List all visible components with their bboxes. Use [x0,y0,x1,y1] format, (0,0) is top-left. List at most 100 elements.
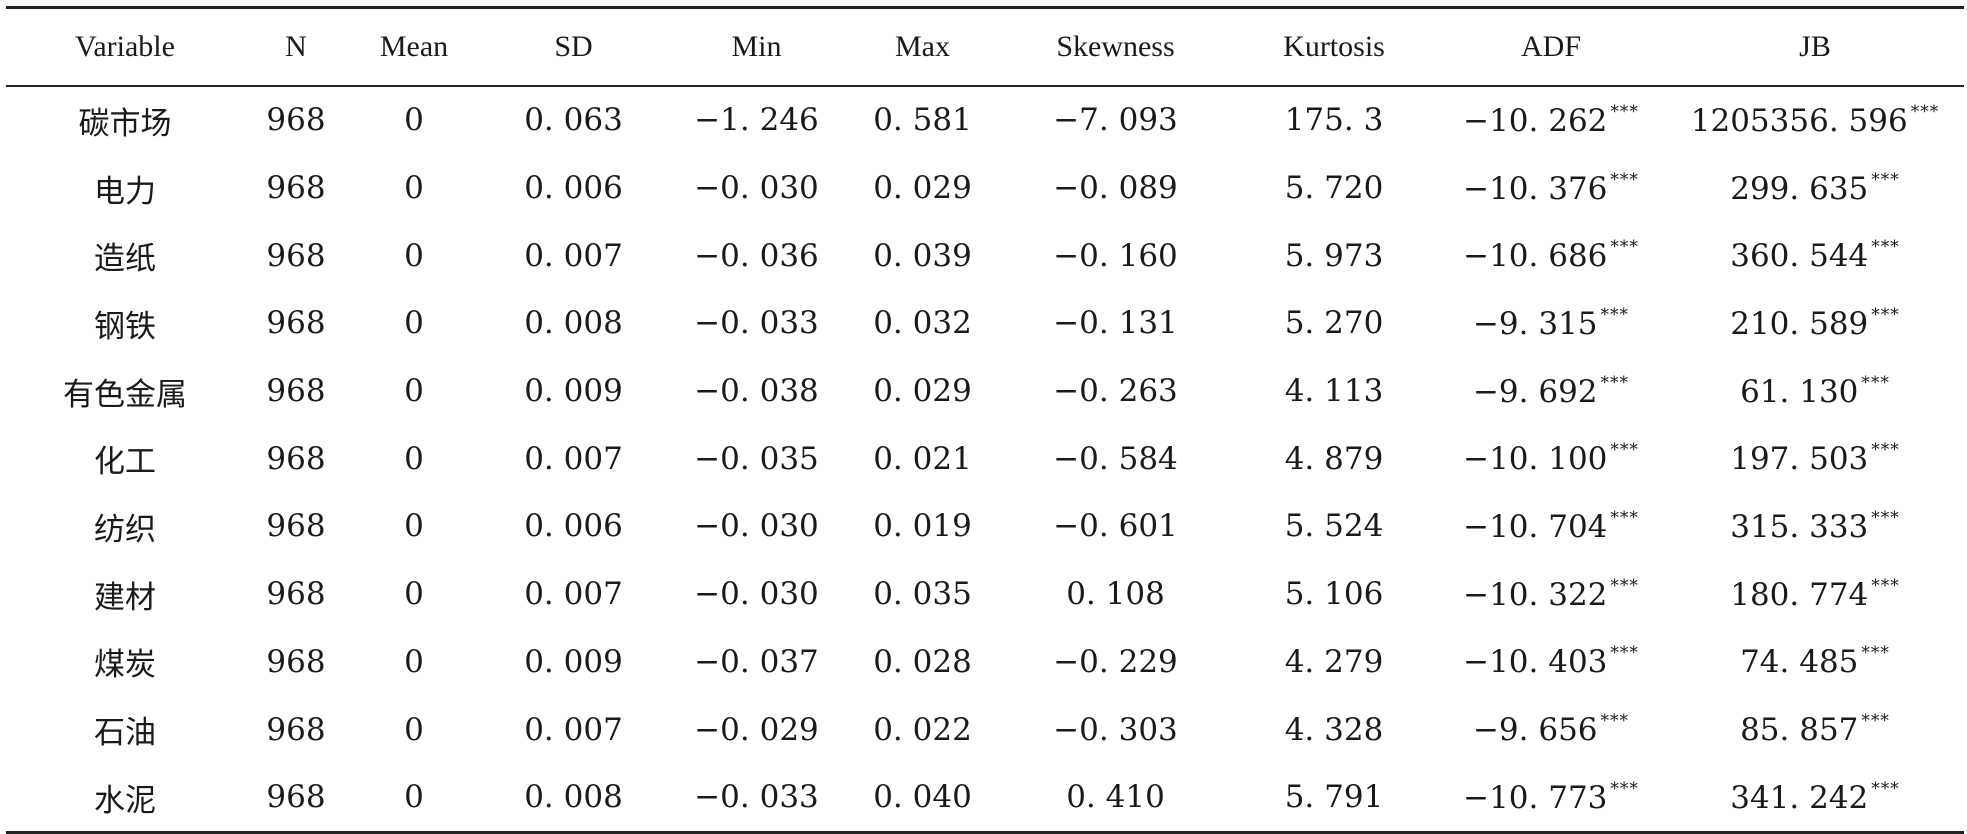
cell-value: 0 [404,643,424,680]
cell-n: 968 [244,712,348,748]
cell-mean: 0 [348,238,480,274]
cell-max: 0. 040 [846,779,999,815]
cell-value: 0. 007 [524,237,623,274]
significance-mark: *** [1610,440,1639,461]
cell-value: 4. 113 [1284,373,1384,410]
cell-sd: 0. 009 [480,644,667,680]
cell-variable: 煤炭 [6,639,244,684]
cell-mean: 0 [348,373,480,409]
cell-value: 钢铁 [94,308,156,345]
cell-value: 0. 039 [873,237,972,274]
cell-value: 5. 973 [1284,237,1384,274]
cell-value: −0. 038 [694,373,819,410]
significance-mark: *** [1610,507,1639,528]
cell-value: 0. 029 [873,170,972,207]
cell-value: 化工 [94,444,156,481]
table-header-rule [6,85,1964,87]
cell-value: −10. 773 [1463,779,1608,816]
cell-max: 0. 039 [846,238,999,274]
significance-mark: *** [1871,169,1900,190]
cell-skewness: 0. 108 [999,576,1232,612]
cell-kurtosis: 5. 973 [1232,238,1436,274]
cell-adf: −9. 315 *** [1436,305,1666,342]
cell-variable: 碳市场 [6,98,244,143]
cell-kurtosis: 5. 720 [1232,170,1436,206]
cell-sd: 0. 006 [480,170,667,206]
cell-skewness: −0. 131 [999,305,1232,341]
cell-value: 0. 028 [873,643,972,680]
cell-adf: −9. 656 *** [1436,711,1666,748]
significance-mark: *** [1871,237,1900,258]
cell-value: 5. 270 [1284,305,1384,342]
cell-value: −0. 030 [694,508,819,545]
cell-min: −0. 030 [667,170,846,206]
cell-value: −7. 093 [1053,102,1178,139]
cell-sd: 0. 007 [480,441,667,477]
cell-variable: 造纸 [6,233,244,278]
cell-value: 85. 857 [1740,712,1859,749]
cell-value: 0. 063 [524,102,623,139]
cell-value: −9. 692 [1472,373,1598,410]
cell-value: 0 [404,237,424,274]
table-row: 煤炭 968 0 0. 009 −0. 037 0. 028 −0. 229 4. 279 −1… [6,628,1964,696]
cell-value: 299. 635 [1730,170,1869,207]
cell-kurtosis: 4. 113 [1232,373,1436,409]
cell-kurtosis: 5. 791 [1232,779,1436,815]
cell-adf: −10. 322 *** [1436,576,1666,613]
cell-value: −0. 160 [1053,237,1178,274]
cell-variable: 电力 [6,166,244,211]
cell-value: 0. 019 [873,508,972,545]
cell-jb: 74. 485 *** [1666,643,1964,680]
significance-mark: *** [1861,711,1890,732]
cell-mean: 0 [348,170,480,206]
cell-kurtosis: 5. 106 [1232,576,1436,612]
cell-value: 968 [266,711,326,748]
table-row: 造纸 968 0 0. 007 −0. 036 0. 039 −0. 160 5. 973 −1… [6,222,1964,290]
cell-n: 968 [244,576,348,612]
cell-value: 0. 009 [524,643,623,680]
cell-min: −0. 037 [667,644,846,680]
cell-value: 0 [404,711,424,748]
cell-skewness: −0. 263 [999,373,1232,409]
significance-mark: *** [1871,778,1900,799]
cell-variable: 化工 [6,436,244,481]
column-header-jb: JB [1799,30,1831,63]
cell-skewness: −0. 303 [999,712,1232,748]
cell-value: 968 [266,170,326,207]
cell-value: 0. 021 [873,440,972,477]
cell-value: −0. 030 [694,576,819,613]
significance-mark: *** [1600,711,1630,732]
cell-jb: 85. 857 *** [1666,711,1964,748]
cell-value: 175. 3 [1284,102,1384,139]
cell-skewness: −0. 584 [999,441,1232,477]
cell-jb: 341. 242 *** [1666,779,1964,816]
cell-value: 360. 544 [1730,238,1869,275]
cell-variable: 水泥 [6,775,244,820]
significance-mark: *** [1600,372,1630,393]
cell-jb: 210. 589 *** [1666,305,1964,342]
cell-value: 5. 106 [1284,576,1384,613]
cell-value: −10. 262 [1463,102,1608,139]
significance-mark: *** [1861,643,1890,664]
cell-value: −10. 100 [1463,441,1608,478]
cell-value: 造纸 [94,241,156,278]
cell-n: 968 [244,441,348,477]
cell-n: 968 [244,238,348,274]
cell-value: −0. 033 [694,779,819,816]
cell-value: 0 [404,576,424,613]
cell-value: 0 [404,170,424,207]
cell-value: −0. 035 [694,440,819,477]
cell-value: −0. 036 [694,237,819,274]
column-header-skewness: Skewness [1056,30,1175,63]
cell-adf: −10. 704 *** [1436,508,1666,545]
cell-jb: 315. 333 *** [1666,508,1964,545]
cell-value: 180. 774 [1730,576,1869,613]
cell-value: 0. 006 [524,170,623,207]
significance-mark: *** [1861,372,1890,393]
cell-value: 纺织 [94,511,156,548]
cell-value: −0. 030 [694,170,819,207]
significance-mark: *** [1610,778,1639,799]
table-row: 纺织 968 0 0. 006 −0. 030 0. 019 −0. 601 5. 524 −1… [6,493,1964,561]
cell-skewness: −0. 229 [999,644,1232,680]
cell-value: 315. 333 [1730,508,1869,545]
